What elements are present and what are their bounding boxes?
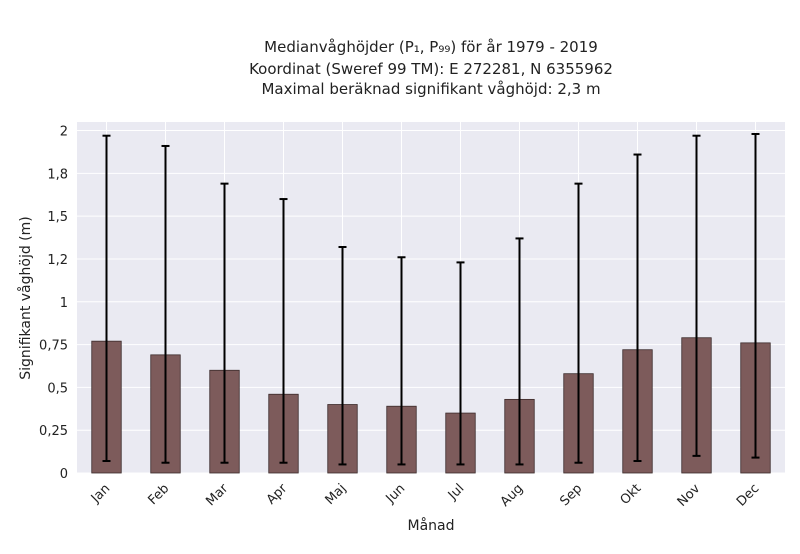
error-bar-apr	[279, 198, 288, 464]
x-tick-label: Jun	[383, 481, 409, 507]
error-bar-jan	[102, 134, 111, 463]
y-tick-label: 2	[60, 125, 68, 140]
error-bar-sep	[574, 182, 583, 464]
chart-title-line-1: Medianvåghöjder (P₁, P₉₉) för år 1979 - …	[264, 38, 598, 56]
chart-title-line-3: Maximal beräknad signifikant våghöjd: 2,…	[261, 80, 600, 98]
y-tick-label: 0,25	[39, 424, 68, 439]
x-tick-label: Jan	[88, 481, 113, 506]
error-bars	[102, 132, 760, 466]
y-tick-label: 0,5	[47, 381, 68, 396]
y-tick-label: 1,2	[47, 253, 68, 268]
y-tick-label: 1,5	[47, 210, 68, 225]
y-tick-label: 0	[60, 467, 68, 482]
y-axis-label: Signifikant våghöjd (m)	[17, 216, 34, 379]
y-axis-ticks: 0 0,25 0,5 0,75 1 1,2 1,5 1,8 2	[39, 125, 68, 482]
error-bar-nov	[692, 134, 701, 457]
error-bar-maj	[338, 245, 347, 466]
x-tick-label: Dec	[734, 481, 762, 509]
x-tick-label: Aug	[498, 481, 527, 510]
x-tick-label: Nov	[675, 481, 704, 510]
x-tick-label: Sep	[557, 481, 585, 509]
x-tick-label: Apr	[264, 481, 291, 508]
error-bar-jul	[456, 261, 465, 466]
error-bar-jun	[397, 256, 406, 466]
x-tick-label: Feb	[145, 481, 172, 508]
x-tick-label: Mar	[203, 481, 231, 509]
x-axis-ticks: Jan Feb Mar Apr Maj Jun Jul Aug Sep Okt Nov Dec	[88, 481, 762, 510]
x-tick-label: Okt	[618, 481, 645, 508]
chart-title-line-2: Koordinat (Sweref 99 TM): E 272281, N 63…	[249, 60, 613, 78]
error-bar-mar	[220, 182, 229, 464]
y-tick-label: 1	[60, 296, 68, 311]
x-axis-label: Månad	[408, 517, 455, 534]
error-bar-dec	[751, 132, 760, 459]
x-tick-label: Maj	[323, 481, 350, 508]
chart-title: Medianvåghöjder (P₁, P₉₉) för år 1979 - …	[249, 38, 613, 98]
x-tick-label: Jul	[445, 481, 467, 503]
error-bar-okt	[633, 153, 642, 463]
error-bar-aug	[515, 237, 524, 466]
y-tick-label: 0,75	[39, 339, 68, 354]
plot-area	[77, 122, 785, 473]
error-bar-feb	[161, 144, 170, 464]
y-tick-label: 1,8	[47, 167, 68, 182]
